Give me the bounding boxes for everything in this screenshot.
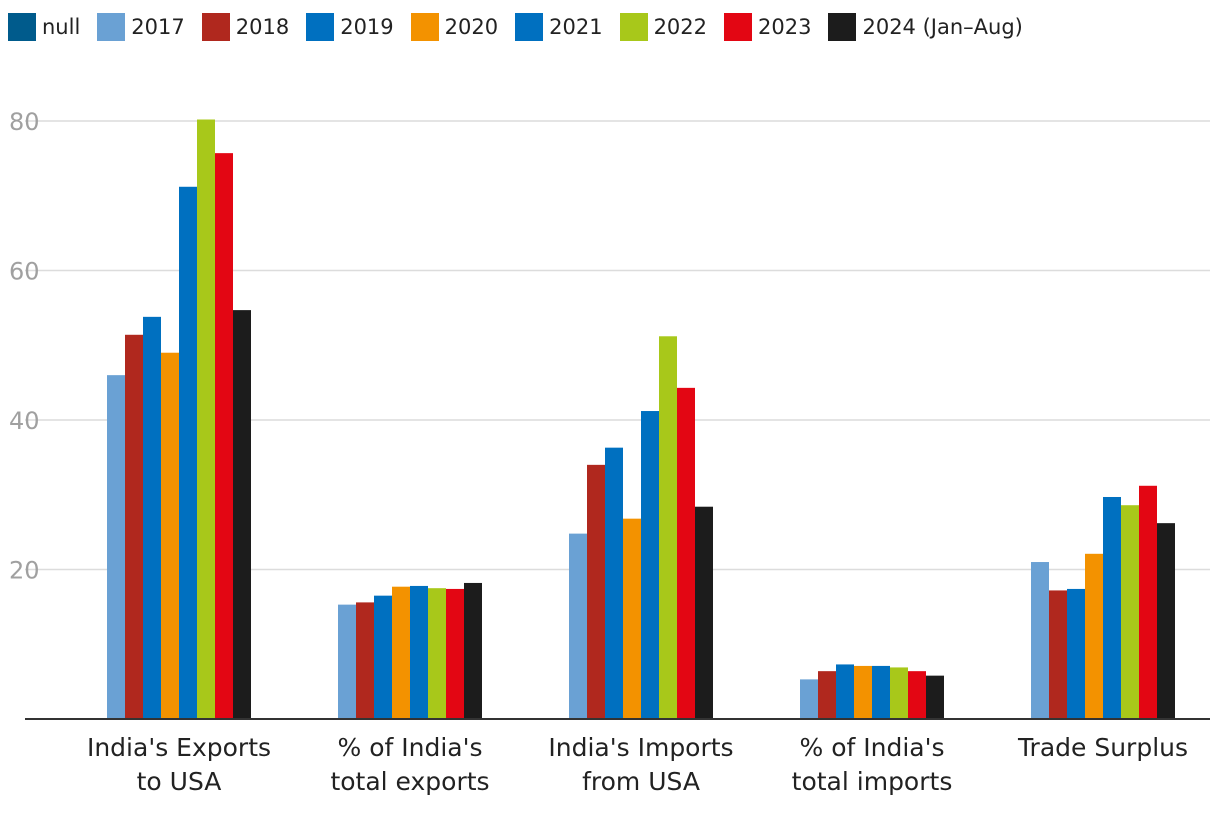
bar bbox=[854, 665, 872, 719]
bar bbox=[464, 582, 482, 719]
bar bbox=[392, 586, 410, 719]
bar bbox=[659, 336, 677, 719]
legend-label: 2017 bbox=[131, 15, 185, 39]
x-tick-label: Trade Surplus bbox=[1017, 733, 1188, 762]
x-tick-label-line: % of India's bbox=[338, 733, 483, 762]
bar bbox=[446, 588, 464, 719]
x-tick-label-line: total exports bbox=[330, 767, 489, 796]
bar bbox=[605, 447, 623, 719]
legend-swatch bbox=[201, 13, 230, 41]
legend-label: 2022 bbox=[653, 15, 708, 39]
bar bbox=[587, 464, 605, 719]
legend-item: 2017 bbox=[97, 13, 185, 41]
bar bbox=[1067, 588, 1085, 719]
bar bbox=[179, 186, 197, 719]
bar bbox=[143, 316, 161, 719]
y-tick-label: 40 bbox=[9, 407, 40, 435]
bar bbox=[161, 352, 179, 719]
x-tick-label-line: India's Imports bbox=[548, 733, 733, 762]
legend-item: 2022 bbox=[619, 13, 708, 41]
legend-swatch bbox=[8, 13, 36, 41]
bar bbox=[890, 667, 908, 719]
y-tick-label: 80 bbox=[9, 108, 40, 136]
bar bbox=[872, 665, 890, 719]
x-tick-label: % of India's total imports bbox=[792, 733, 953, 796]
x-tick-label: % of India's total exports bbox=[330, 733, 489, 796]
x-tick-label-line: to USA bbox=[137, 767, 222, 796]
bar bbox=[569, 533, 587, 719]
x-tick-label: India's Exports to USA bbox=[87, 733, 271, 796]
legend-label: null bbox=[42, 15, 81, 39]
bar bbox=[1049, 590, 1067, 719]
legend-swatch bbox=[828, 13, 857, 41]
legend-item: 2020 bbox=[410, 13, 499, 41]
x-tick-label-line: India's Exports bbox=[87, 733, 271, 762]
bar bbox=[623, 518, 641, 719]
bar bbox=[410, 585, 428, 719]
bar bbox=[428, 588, 446, 719]
bar bbox=[800, 679, 818, 719]
bar bbox=[1103, 496, 1121, 719]
legend-label: 2018 bbox=[235, 15, 290, 39]
bar bbox=[1121, 505, 1139, 719]
legend-item: null bbox=[8, 13, 80, 41]
bar bbox=[836, 664, 854, 719]
legend-swatch bbox=[410, 13, 439, 41]
bar bbox=[926, 675, 944, 719]
legend-label: 2020 bbox=[444, 15, 499, 39]
bar bbox=[233, 310, 251, 719]
bar bbox=[107, 375, 125, 719]
legend-label: 2019 bbox=[340, 15, 394, 39]
x-tick-label-line: from USA bbox=[582, 767, 700, 796]
legend-item: 2018 bbox=[201, 13, 290, 41]
legend-label: 2021 bbox=[549, 15, 603, 39]
bar bbox=[695, 506, 713, 719]
bar bbox=[374, 595, 392, 719]
x-tick-label-line: Trade Surplus bbox=[1017, 733, 1188, 762]
bar bbox=[1085, 553, 1103, 719]
y-tick-label: 20 bbox=[9, 557, 40, 585]
bar bbox=[1031, 562, 1049, 719]
y-tick-label: 60 bbox=[9, 258, 40, 286]
chart-legend: null 2017 2018 2019 2020 2021 2022 2023 2024 (Ja… bbox=[8, 12, 1040, 42]
bar bbox=[197, 119, 215, 719]
bar bbox=[356, 602, 374, 719]
legend-item: 2019 bbox=[306, 13, 394, 41]
legend-swatch bbox=[97, 13, 126, 41]
x-tick-label-line: total imports bbox=[792, 767, 953, 796]
x-tick-label: India's Imports from USA bbox=[548, 733, 733, 796]
legend-label: 2024 (Jan–Aug) bbox=[862, 15, 1023, 39]
legend-swatch bbox=[619, 13, 648, 41]
legend-swatch bbox=[515, 13, 544, 41]
bar bbox=[125, 334, 143, 719]
bar bbox=[1139, 485, 1157, 719]
legend-item: 2023 bbox=[724, 13, 811, 41]
bar bbox=[1157, 523, 1175, 719]
legend-swatch bbox=[306, 13, 335, 41]
legend-item: 2024 (Jan–Aug) bbox=[828, 13, 1023, 41]
legend-label: 2023 bbox=[758, 15, 812, 39]
bar bbox=[908, 671, 926, 719]
bar bbox=[641, 411, 659, 719]
bar bbox=[818, 671, 836, 719]
bar bbox=[338, 604, 356, 719]
legend-item: 2021 bbox=[515, 13, 603, 41]
bar bbox=[215, 153, 233, 719]
x-tick-label-line: % of India's bbox=[800, 733, 945, 762]
bar bbox=[677, 387, 695, 719]
legend-swatch bbox=[724, 13, 753, 41]
